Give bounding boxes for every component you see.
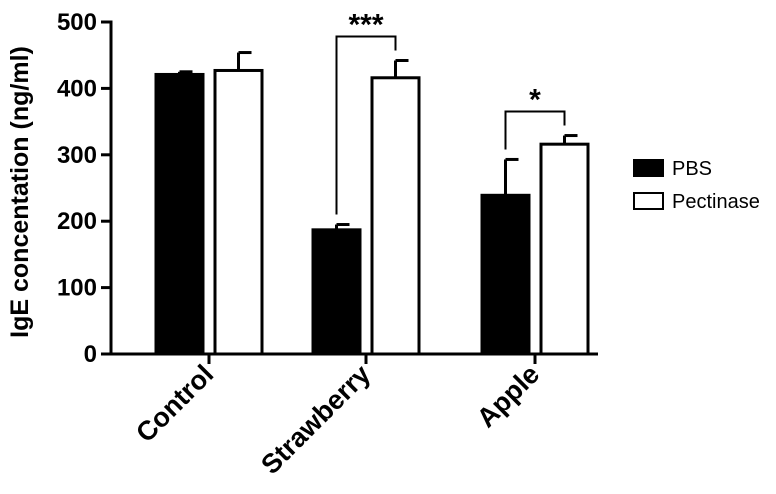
bar-pectinase-strawberry	[370, 76, 421, 356]
y-tick-label: 400	[57, 75, 97, 102]
bar-pbs-strawberry	[311, 228, 362, 356]
bar-pectinase-control	[213, 68, 264, 356]
legend-swatch-pectinase	[633, 192, 664, 210]
y-tick-label: 100	[57, 275, 97, 302]
significance-bracket	[504, 110, 566, 150]
y-tick-label: 0	[84, 341, 97, 368]
x-axis-ticks: Control Strawberry Apple	[130, 354, 545, 480]
bars	[154, 68, 590, 356]
y-tick-label: 500	[57, 9, 97, 36]
bar-pbs-apple	[480, 193, 531, 356]
significance-label: *	[529, 84, 541, 117]
significance-brackets: ****	[335, 9, 566, 215]
y-tick-label: 300	[57, 142, 97, 169]
legend-label-pbs: PBS	[672, 158, 712, 180]
x-tick-label: Strawberry	[255, 359, 376, 480]
significance-label: ***	[348, 9, 383, 42]
significance-bracket	[335, 35, 397, 215]
y-axis-ticks: 0 100 200 300 400 500	[57, 9, 111, 368]
error-bars	[178, 51, 578, 230]
x-tick-label: Apple	[471, 359, 545, 433]
y-tick-label: 200	[57, 208, 97, 235]
legend-swatch-pbs	[633, 159, 664, 177]
legend: PBS Pectinase	[633, 158, 760, 213]
y-axis-label: IgE concentation (ng/ml)	[6, 46, 34, 338]
x-tick-label: Control	[130, 359, 219, 448]
legend-label-pectinase: Pectinase	[672, 191, 760, 213]
bar-pbs-control	[154, 72, 205, 356]
bar-pectinase-apple	[539, 142, 590, 356]
